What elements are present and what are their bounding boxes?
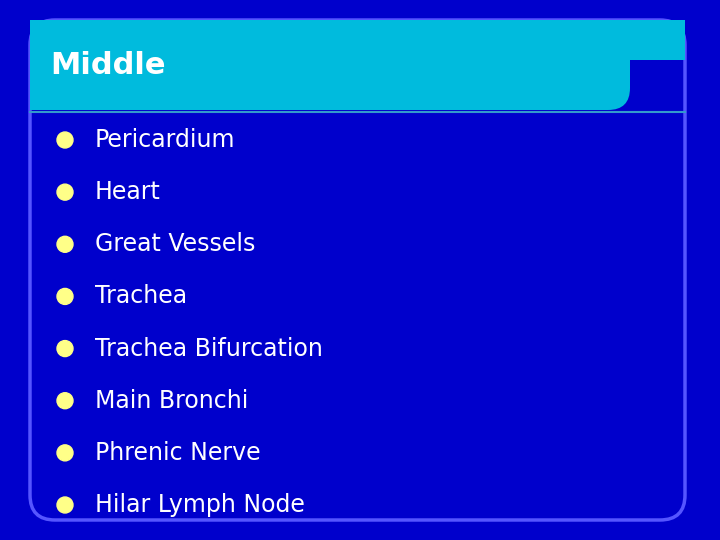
Text: Phrenic Nerve: Phrenic Nerve (95, 441, 261, 465)
Text: Main Bronchi: Main Bronchi (95, 389, 248, 413)
Circle shape (57, 288, 73, 305)
Circle shape (57, 132, 73, 148)
Text: Trachea Bifurcation: Trachea Bifurcation (95, 336, 323, 361)
FancyBboxPatch shape (30, 20, 685, 520)
Circle shape (57, 184, 73, 200)
Circle shape (57, 341, 73, 356)
Text: Middle: Middle (50, 51, 166, 79)
Circle shape (57, 497, 73, 513)
Polygon shape (30, 20, 200, 110)
Text: Hilar Lymph Node: Hilar Lymph Node (95, 493, 305, 517)
Circle shape (57, 445, 73, 461)
Circle shape (57, 237, 73, 252)
Text: Great Vessels: Great Vessels (95, 232, 256, 256)
Polygon shape (30, 20, 685, 60)
FancyBboxPatch shape (30, 20, 630, 110)
Text: Trachea: Trachea (95, 285, 187, 308)
Circle shape (57, 393, 73, 409)
Text: Pericardium: Pericardium (95, 128, 235, 152)
Text: Heart: Heart (95, 180, 161, 204)
